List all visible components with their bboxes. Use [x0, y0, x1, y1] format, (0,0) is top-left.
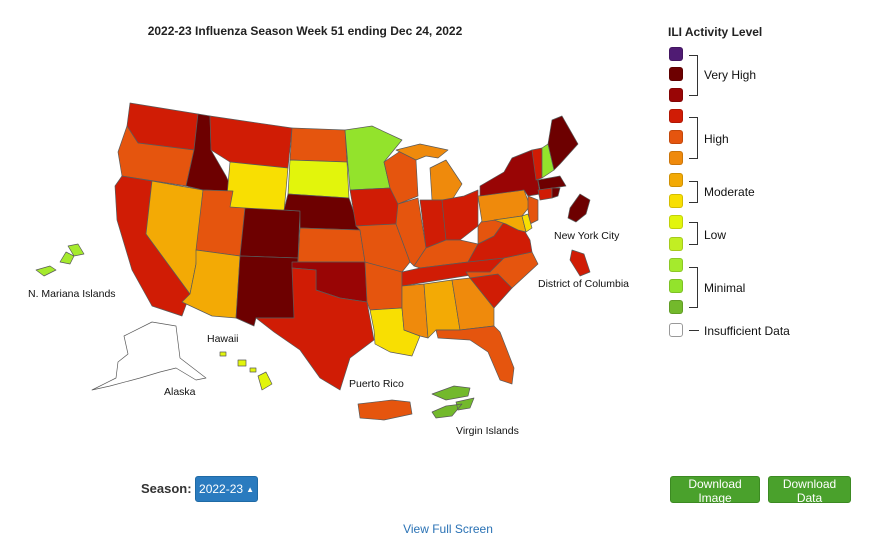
legend-bracket-moderate	[689, 181, 698, 203]
label-alaska: Alaska	[164, 386, 196, 398]
state-NY[interactable]	[479, 149, 541, 197]
legend-bracket-low	[689, 222, 698, 245]
legend-title: ILI Activity Level	[668, 25, 763, 39]
legend-swatch	[669, 237, 683, 251]
label-nmi: N. Mariana Islands	[28, 288, 116, 300]
state-PR[interactable]	[357, 399, 413, 421]
view-full-screen-link[interactable]: View Full Screen	[403, 522, 493, 536]
state-NM[interactable]	[235, 255, 299, 327]
state-DC[interactable]	[569, 249, 591, 277]
legend-swatch	[669, 88, 683, 102]
caret-up-icon: ▲	[246, 484, 254, 494]
state-ME[interactable]	[547, 115, 579, 171]
label-virgin-islands: Virgin Islands	[456, 425, 519, 437]
label-puerto-rico: Puerto Rico	[349, 378, 404, 390]
state-DE[interactable]	[521, 213, 533, 233]
legend-bracket-minimal	[689, 267, 698, 308]
state-CO[interactable]	[239, 207, 301, 259]
state-ND[interactable]	[289, 127, 348, 163]
state-IA[interactable]	[349, 187, 399, 227]
legend-bracket-high	[689, 117, 698, 159]
state-CT[interactable]	[537, 187, 553, 201]
legend-dash-insufficient	[689, 330, 699, 331]
legend-swatch	[669, 151, 683, 165]
legend-label-high: High	[704, 132, 729, 146]
state-TX[interactable]	[255, 267, 375, 391]
map-title: 2022-23 Influenza Season Week 51 ending …	[147, 24, 463, 38]
state-NYC[interactable]	[567, 193, 591, 223]
state-MS[interactable]	[401, 283, 429, 339]
legend-swatch	[669, 300, 683, 314]
state-FL[interactable]	[435, 325, 515, 385]
state-NMI[interactable]	[35, 243, 85, 277]
state-KS[interactable]	[297, 227, 366, 263]
season-dropdown[interactable]: 2022-23 ▲	[195, 476, 258, 502]
legend-swatch-insufficient	[669, 323, 683, 337]
season-dropdown-value: 2022-23	[199, 482, 244, 496]
state-MD[interactable]	[493, 215, 527, 233]
state-HI[interactable]	[219, 351, 273, 391]
legend-label-minimal: Minimal	[704, 281, 746, 295]
legend-label-insufficient: Insufficient Data	[704, 324, 790, 338]
state-MI[interactable]	[395, 143, 463, 201]
legend-label-low: Low	[704, 228, 727, 242]
legend-swatch	[669, 109, 683, 123]
legend-swatch	[669, 215, 683, 229]
state-VI[interactable]	[431, 385, 475, 419]
label-hawaii: Hawaii	[207, 333, 239, 345]
state-MA[interactable]	[537, 175, 567, 191]
legend-swatch	[669, 67, 683, 81]
season-label: Season:	[141, 481, 192, 496]
state-WY[interactable]	[225, 161, 289, 213]
us-map: N. Mariana Islands Hawaii Alaska Puerto …	[28, 102, 629, 437]
state-NJ[interactable]	[527, 195, 539, 225]
state-GA[interactable]	[451, 277, 495, 331]
legend-swatch	[669, 130, 683, 144]
legend-bracket-very-high	[689, 55, 698, 96]
legend-label-moderate: Moderate	[704, 185, 755, 199]
state-RI[interactable]	[551, 187, 561, 199]
legend-swatch	[669, 47, 683, 61]
label-dc: District of Columbia	[538, 278, 629, 290]
legend-swatch	[669, 173, 683, 187]
download-image-button[interactable]: Download Image	[670, 476, 760, 505]
state-AK[interactable]	[91, 321, 207, 391]
state-SD[interactable]	[287, 159, 350, 199]
legend-swatch	[669, 194, 683, 208]
legend-label-very-high: Very High	[704, 68, 757, 82]
legend-swatch	[669, 258, 683, 272]
state-MT[interactable]	[209, 115, 293, 169]
download-data-button[interactable]: Download Data	[768, 476, 851, 505]
label-nyc: New York City	[554, 230, 620, 242]
legend-swatch	[669, 279, 683, 293]
